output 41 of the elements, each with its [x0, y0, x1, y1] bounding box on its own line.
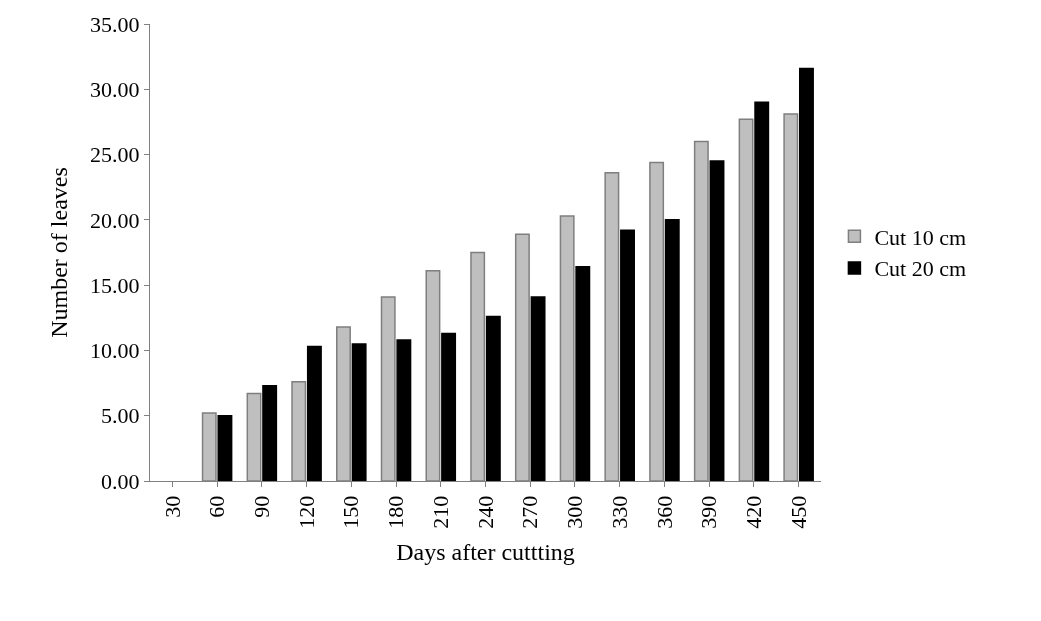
y-tick-label: 35.00 [90, 11, 140, 37]
x-tick-label: 90 [248, 495, 274, 518]
bar [441, 332, 457, 481]
y-tick-label: 10.00 [90, 338, 140, 364]
bar [485, 315, 501, 481]
bar [799, 67, 814, 481]
bar [620, 229, 635, 481]
x-tick-label: 420 [741, 495, 767, 529]
y-tick-label: 5.00 [101, 403, 140, 429]
x-tick-label: 270 [517, 495, 543, 529]
bar [217, 414, 233, 481]
x-tick-label: 390 [696, 495, 722, 529]
bar [396, 339, 412, 481]
x-tick-label: 330 [606, 495, 632, 529]
x-tick-label: 120 [293, 495, 319, 529]
bar [262, 384, 278, 481]
x-tick-label: 240 [472, 495, 498, 529]
bar [351, 343, 367, 481]
x-axis-title: Days after cuttting [396, 539, 575, 566]
y-tick-label: 15.00 [90, 272, 140, 298]
y-axis-title: Number of leaves [46, 167, 73, 338]
x-tick-label: 180 [383, 495, 409, 529]
y-tick-label: 0.00 [101, 468, 140, 494]
x-tick-label: 150 [338, 495, 364, 529]
x-tick-label: 450 [785, 495, 811, 529]
bar [754, 101, 770, 481]
x-tick-label: 30 [159, 495, 185, 518]
x-tick-label: 60 [204, 495, 230, 518]
y-tick-label: 30.00 [90, 76, 140, 102]
y-tick-label: 20.00 [90, 207, 140, 233]
x-tick-label: 360 [651, 495, 677, 529]
bar [306, 345, 322, 481]
bar [664, 219, 680, 481]
x-tick-label: 210 [427, 495, 453, 529]
legend-label: Cut 20 cm [874, 256, 967, 282]
bar [530, 296, 546, 481]
y-tick-label: 25.00 [90, 142, 140, 168]
x-tick-label: 300 [562, 495, 588, 529]
bar [575, 266, 591, 481]
bar [709, 160, 725, 481]
legend-label: Cut 10 cm [874, 224, 967, 250]
